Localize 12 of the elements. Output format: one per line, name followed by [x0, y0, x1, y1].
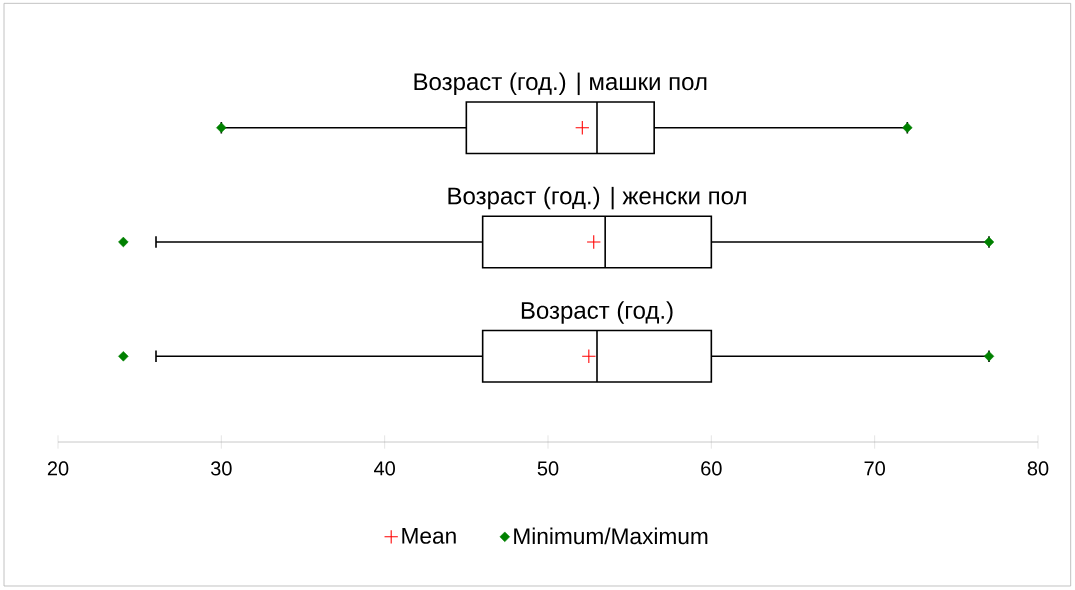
- y-tick-label: Возраст (год.) | машки пол: [414, 72, 707, 96]
- y-tick-label: Возраст (год.) | женски пол: [448, 186, 746, 210]
- x-tick-label: 40: [374, 461, 395, 476]
- legend-label: Mean: [402, 528, 456, 544]
- x-tick-label: 70: [864, 461, 885, 476]
- x-tick-label: 60: [701, 461, 722, 476]
- x-tick-label: 50: [537, 461, 559, 476]
- x-tick-label: 80: [1027, 461, 1049, 476]
- legend-label: Minimum/Maximum: [514, 527, 708, 545]
- x-tick-label: 20: [47, 461, 69, 476]
- y-tick-label: Возраст (год.): [521, 301, 673, 324]
- x-tick-label: 30: [210, 461, 232, 476]
